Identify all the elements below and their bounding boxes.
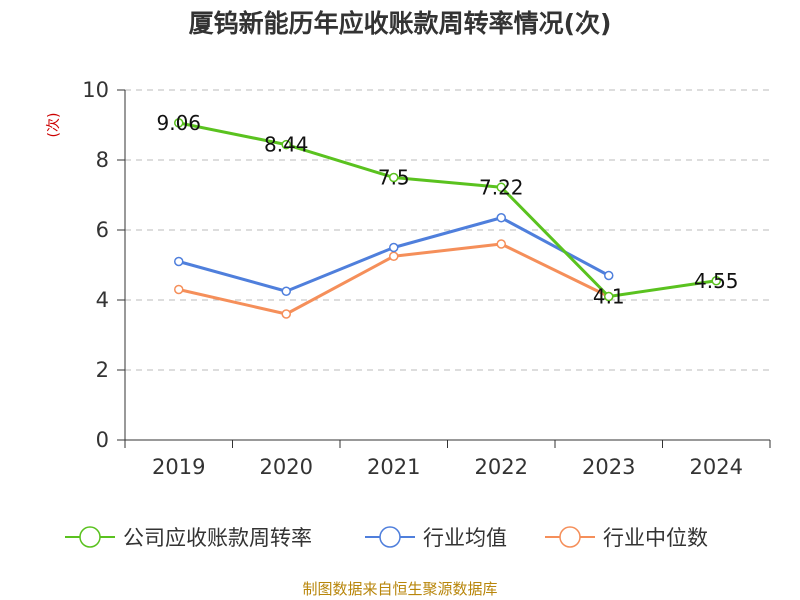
grid: [125, 89, 770, 371]
x-tick-label: 2022: [475, 455, 528, 479]
data-point[interactable]: [281, 309, 291, 319]
legend-marker: [559, 526, 581, 548]
y-axis-label: (次): [46, 113, 62, 138]
y-tick-label: 2: [96, 358, 109, 382]
data-point[interactable]: [711, 276, 721, 286]
data-point[interactable]: [281, 286, 291, 296]
y-tick-label: 8: [96, 148, 109, 172]
legend[interactable]: 公司应收账款周转率 行业均值 行业中位数: [65, 526, 708, 550]
data-point[interactable]: [389, 242, 399, 253]
series-line-0: [178, 121, 717, 298]
y-tick-label: 6: [96, 218, 109, 242]
x-tick-label: 2024: [690, 455, 743, 479]
legend-label: 行业中位数: [603, 526, 708, 550]
data-point[interactable]: [496, 213, 506, 223]
data-point[interactable]: [496, 239, 506, 249]
series: [174, 118, 721, 319]
x-tick-label: 2021: [367, 455, 420, 479]
legend-marker: [379, 526, 401, 548]
data-point[interactable]: [604, 291, 614, 302]
data-labels: 9.06 8.44 7.5 7.22 4.1 4.55: [156, 111, 738, 309]
y-tick-label: 10: [82, 78, 109, 102]
data-point[interactable]: [174, 118, 184, 128]
data-point[interactable]: [604, 270, 614, 281]
data-point[interactable]: [174, 256, 184, 267]
data-label: 4.1: [593, 285, 625, 309]
data-label: 8.44: [264, 133, 309, 157]
data-point[interactable]: [389, 251, 399, 261]
data-label: 4.55: [694, 269, 739, 293]
y-tick-label: 4: [96, 288, 109, 312]
x-tick-label: 2020: [260, 455, 313, 479]
legend-label: 行业均值: [423, 526, 507, 550]
y-tick-label: 0: [96, 428, 109, 452]
data-point[interactable]: [389, 172, 399, 183]
data-label: 7.22: [479, 175, 524, 199]
x-tick-label: 2023: [582, 455, 635, 479]
data-point[interactable]: [281, 139, 291, 150]
data-point[interactable]: [496, 182, 506, 193]
legend-label: 公司应收账款周转率: [123, 526, 312, 550]
data-label: 9.06: [156, 111, 201, 135]
legend-item-2[interactable]: 行业中位数: [545, 526, 708, 550]
data-label: 7.5: [378, 166, 410, 190]
legend-marker: [79, 526, 101, 548]
axes: 0 2 4 6 8 10 2019 2020 2021 2022 2023 2024: [82, 78, 771, 479]
source-note: 制图数据来自恒生聚源数据库: [302, 580, 497, 598]
x-tick-label: 2019: [152, 455, 205, 479]
data-point[interactable]: [174, 284, 184, 295]
legend-item-0[interactable]: 公司应收账款周转率: [65, 526, 312, 550]
chart-title: 厦钨新能历年应收账款周转率情况(次): [189, 9, 612, 38]
legend-item-1[interactable]: 行业均值: [365, 526, 507, 550]
